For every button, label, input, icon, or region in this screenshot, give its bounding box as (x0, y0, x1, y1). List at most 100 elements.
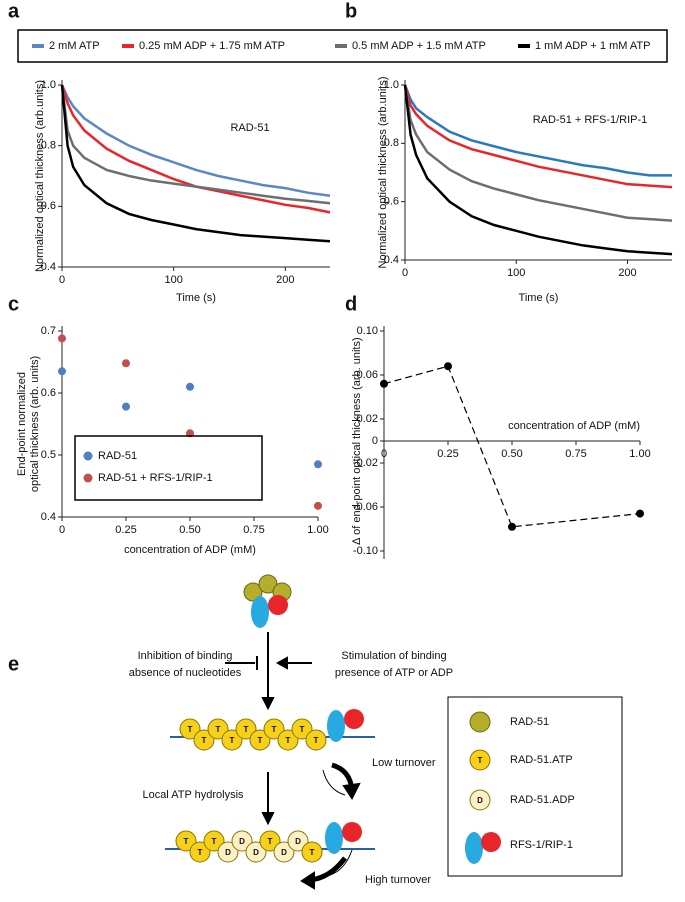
legend-swatch (83, 451, 93, 461)
point (122, 402, 130, 411)
atp-monomer (189, 841, 211, 863)
x-tick-label: 0.50 (179, 524, 200, 536)
legend-box (17, 29, 668, 63)
monomer-letter: D (253, 848, 259, 857)
point (58, 334, 66, 343)
panel-label: b (345, 0, 357, 22)
y-tick-label: 0.7 (41, 325, 56, 337)
point (186, 382, 194, 391)
legend-label: 1 mM ADP + 1 mM ATP (535, 40, 650, 52)
line (383, 365, 641, 528)
point (444, 362, 452, 371)
y-tick-label: 0.5 (41, 449, 56, 461)
diagram-legend-box (447, 696, 623, 877)
adp-monomer (273, 841, 295, 863)
panel-label: a (8, 0, 20, 22)
x-tick-label: 0.50 (501, 448, 522, 460)
monomer-letter: D (281, 848, 287, 857)
atp-monomer (469, 749, 491, 771)
y-tick-label: 1.0 (384, 79, 399, 91)
x-tick-label: 0.25 (437, 448, 458, 460)
chart-title: RAD-51 + RFS-1/RIP-1 (533, 114, 648, 126)
diagram-text: Local ATP hydrolysis (142, 789, 244, 801)
adp-monomer (245, 841, 267, 863)
monomer-letter: T (286, 736, 291, 745)
diagram-text: Stimulation of binding (341, 650, 446, 662)
x-axis-label: Time (s) (519, 292, 559, 304)
x-axis-label: concentration of ADP (mM) (124, 544, 256, 556)
y-axis-label: optical thickness (arb. units) (29, 356, 41, 492)
point (58, 367, 66, 376)
atp-monomer (193, 729, 215, 751)
x-tick-label: 0 (381, 448, 387, 460)
line (60, 84, 331, 197)
atp-monomer (259, 830, 281, 852)
diagram-text: High turnover (365, 874, 431, 886)
monomer-letter: T (478, 756, 483, 765)
atp-monomer (305, 729, 327, 751)
y-tick-label: 1.0 (41, 79, 56, 91)
x-tick-label: 0.25 (115, 524, 136, 536)
y-tick-label: 0.6 (41, 200, 56, 212)
diagram-legend-label: RFS-1/RIP-1 (510, 839, 573, 851)
monomer-letter: T (300, 725, 305, 734)
atp-monomer (207, 718, 229, 740)
monomer-letter: T (268, 837, 273, 846)
atp-monomer (179, 718, 201, 740)
diagram-legend-label: RAD-51 (510, 716, 549, 728)
adp-monomer (231, 830, 253, 852)
y-axis-label: End-point normalized (16, 372, 28, 476)
legend-label: RAD-51 (98, 450, 137, 462)
atp-monomer (249, 729, 271, 751)
line (403, 84, 672, 177)
y-tick-label: 0 (372, 435, 378, 447)
monomer-letter: D (477, 796, 483, 805)
line (60, 84, 331, 214)
monomer-letter: T (258, 736, 263, 745)
legend-label: 2 mM ATP (49, 40, 100, 52)
chart-title: RAD-51 (230, 122, 269, 134)
y-axis-label: ∆ of end-point optical thickness (arb. u… (351, 337, 363, 544)
panel-label: c (8, 293, 19, 315)
panel-label: e (8, 653, 19, 675)
atp-monomer (277, 729, 299, 751)
legend-label: 0.5 mM ADP + 1.5 mM ATP (352, 40, 486, 52)
atp-monomer (221, 729, 243, 751)
monomer-letter: T (310, 848, 315, 857)
y-tick-label: 0.02 (357, 413, 378, 425)
diagram-text: absence of nucleotides (129, 667, 242, 679)
monomer-letter: D (239, 837, 245, 846)
point (314, 460, 322, 469)
legend-label: RAD-51 + RFS-1/RIP-1 (98, 472, 213, 484)
diagram-legend-label: RAD-51.ATP (510, 754, 573, 766)
line (60, 84, 331, 205)
line (403, 84, 673, 256)
line (403, 84, 673, 189)
atp-monomer (203, 830, 225, 852)
adp-monomer (469, 789, 491, 811)
y-tick-label: 0.8 (41, 140, 56, 152)
y-tick-label: 0.06 (357, 369, 378, 381)
monomer-letter: T (230, 736, 235, 745)
monomer-letter: T (184, 837, 189, 846)
legend-box (74, 435, 263, 501)
y-axis-label: Normalized optical thickness (arb.units) (377, 77, 389, 269)
monomer-letter: D (225, 848, 231, 857)
atp-monomer (235, 718, 257, 740)
y-tick-label: 0.10 (357, 325, 378, 337)
x-tick-label: 1.00 (629, 448, 650, 460)
point (636, 509, 644, 518)
point (314, 501, 322, 510)
line (60, 84, 331, 243)
x-tick-label: 0.75 (243, 524, 264, 536)
x-axis-label: Time (s) (176, 292, 216, 304)
y-tick-label: -0.10 (353, 545, 378, 557)
x-axis-label: concentration of ADP (mM) (508, 420, 640, 432)
x-tick-label: 1.00 (307, 524, 328, 536)
point (380, 379, 388, 388)
monomer-letter: D (295, 837, 301, 846)
rfs-complex (325, 709, 364, 854)
monomer-letter: T (244, 725, 249, 734)
x-tick-label: 100 (507, 267, 525, 279)
